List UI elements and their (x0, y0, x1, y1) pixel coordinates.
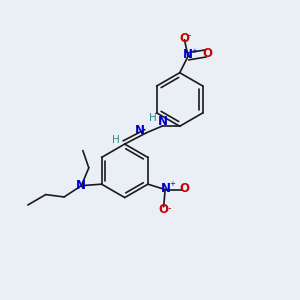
Text: N: N (135, 124, 145, 137)
Text: O: O (202, 47, 212, 60)
Text: O: O (159, 202, 169, 216)
Text: -: - (167, 203, 171, 213)
Text: O: O (179, 32, 190, 45)
Text: O: O (180, 182, 190, 195)
Text: H: H (112, 136, 120, 146)
Text: H: H (149, 113, 157, 123)
Text: N: N (161, 182, 171, 195)
Text: +: + (191, 48, 197, 54)
Text: N: N (158, 115, 168, 128)
Text: +: + (169, 181, 175, 187)
Text: N: N (76, 179, 86, 192)
Text: -: - (188, 31, 191, 40)
Text: N: N (183, 48, 193, 62)
